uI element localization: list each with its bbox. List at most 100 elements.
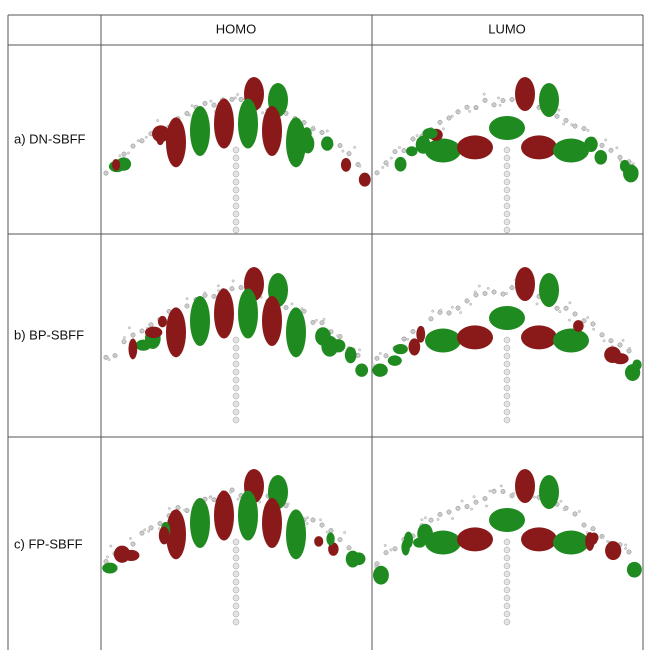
- orbital-lobe: [404, 532, 413, 549]
- hydrogen: [106, 556, 108, 558]
- hydrogen: [398, 146, 400, 148]
- atom: [233, 393, 239, 399]
- hydrogen: [451, 115, 453, 117]
- hydrogen: [424, 517, 426, 519]
- orbital-lobe: [489, 116, 525, 140]
- orbital-lobe: [286, 509, 306, 559]
- atom: [504, 211, 510, 217]
- hydrogen: [204, 292, 206, 294]
- hydrogen: [569, 302, 571, 304]
- atom: [393, 547, 397, 551]
- atom: [474, 500, 478, 504]
- atom: [618, 155, 622, 159]
- atom: [233, 353, 239, 359]
- hydrogen: [258, 501, 260, 503]
- orbital-lobe: [102, 563, 117, 574]
- hydrogen: [236, 93, 238, 95]
- atom: [233, 603, 239, 609]
- orbital-lobe: [515, 267, 535, 301]
- atom: [230, 97, 234, 101]
- atom: [233, 377, 239, 383]
- atom: [233, 587, 239, 593]
- atom: [233, 203, 239, 209]
- orbital-lobe: [573, 320, 584, 332]
- atom: [233, 579, 239, 585]
- atom: [504, 595, 510, 601]
- hydrogen: [563, 123, 565, 125]
- atom: [600, 143, 604, 147]
- hydrogen: [326, 531, 328, 533]
- atom: [573, 312, 577, 316]
- hydrogen: [312, 126, 314, 128]
- atom: [185, 304, 189, 308]
- atom: [233, 539, 239, 545]
- hydrogen: [382, 166, 384, 168]
- column-header: HOMO: [216, 21, 256, 36]
- atom: [504, 385, 510, 391]
- atom: [233, 563, 239, 569]
- atom: [233, 147, 239, 153]
- atom: [504, 579, 510, 585]
- atom: [233, 337, 239, 343]
- atom: [504, 603, 510, 609]
- hydrogen: [262, 112, 264, 114]
- hydrogen: [209, 496, 211, 498]
- atom: [233, 555, 239, 561]
- atom: [233, 155, 239, 161]
- atom: [212, 103, 216, 107]
- atom: [233, 369, 239, 375]
- atom: [122, 340, 126, 344]
- orbital-lobe: [605, 541, 621, 560]
- hydrogen: [342, 150, 344, 152]
- orbital-lobe: [595, 150, 608, 165]
- atom: [591, 527, 595, 531]
- atom: [600, 333, 604, 337]
- atom: [483, 496, 487, 500]
- hydrogen: [500, 485, 502, 487]
- hydrogen: [287, 503, 289, 505]
- hydrogen: [123, 336, 125, 338]
- hydrogen: [451, 517, 453, 519]
- atom: [456, 506, 460, 510]
- orbital-lobe: [214, 289, 234, 339]
- atom: [233, 619, 239, 625]
- atom: [320, 523, 324, 527]
- orbital-lobe: [553, 329, 589, 353]
- hydrogen: [461, 500, 463, 502]
- atom: [140, 139, 144, 143]
- atom: [564, 306, 568, 310]
- hydrogen: [168, 507, 170, 509]
- hydrogen: [616, 147, 618, 149]
- atom: [447, 311, 451, 315]
- orbital-lobe: [238, 289, 258, 339]
- atom: [582, 523, 586, 527]
- orbital-lobe: [627, 562, 642, 578]
- atom: [233, 195, 239, 201]
- atom: [504, 547, 510, 553]
- orbital-lobe: [620, 160, 630, 172]
- atom: [230, 287, 234, 291]
- hydrogen: [144, 529, 146, 531]
- hydrogen: [559, 310, 561, 312]
- hydrogen: [619, 159, 621, 161]
- hydrogen: [587, 316, 589, 318]
- atom: [329, 528, 333, 532]
- hydrogen: [114, 356, 116, 358]
- hydrogen: [127, 152, 129, 154]
- atom: [591, 322, 595, 326]
- row-label: a) DN-SBFF: [14, 131, 86, 146]
- orbital-lobe: [286, 307, 306, 357]
- atom: [573, 512, 577, 516]
- hydrogen: [622, 339, 624, 341]
- hydrogen: [421, 519, 423, 521]
- hydrogen: [568, 319, 570, 321]
- hydrogen: [512, 492, 514, 494]
- hydrogen: [390, 157, 392, 159]
- atom: [501, 489, 505, 493]
- atom: [618, 343, 622, 347]
- orbital-lobe: [425, 329, 461, 353]
- figure-table: HOMO LUMO a) DN-SBFF b) BP-SBFF c) FP-SB…: [0, 0, 645, 650]
- atom: [233, 409, 239, 415]
- atom: [233, 417, 239, 423]
- atom: [284, 305, 288, 309]
